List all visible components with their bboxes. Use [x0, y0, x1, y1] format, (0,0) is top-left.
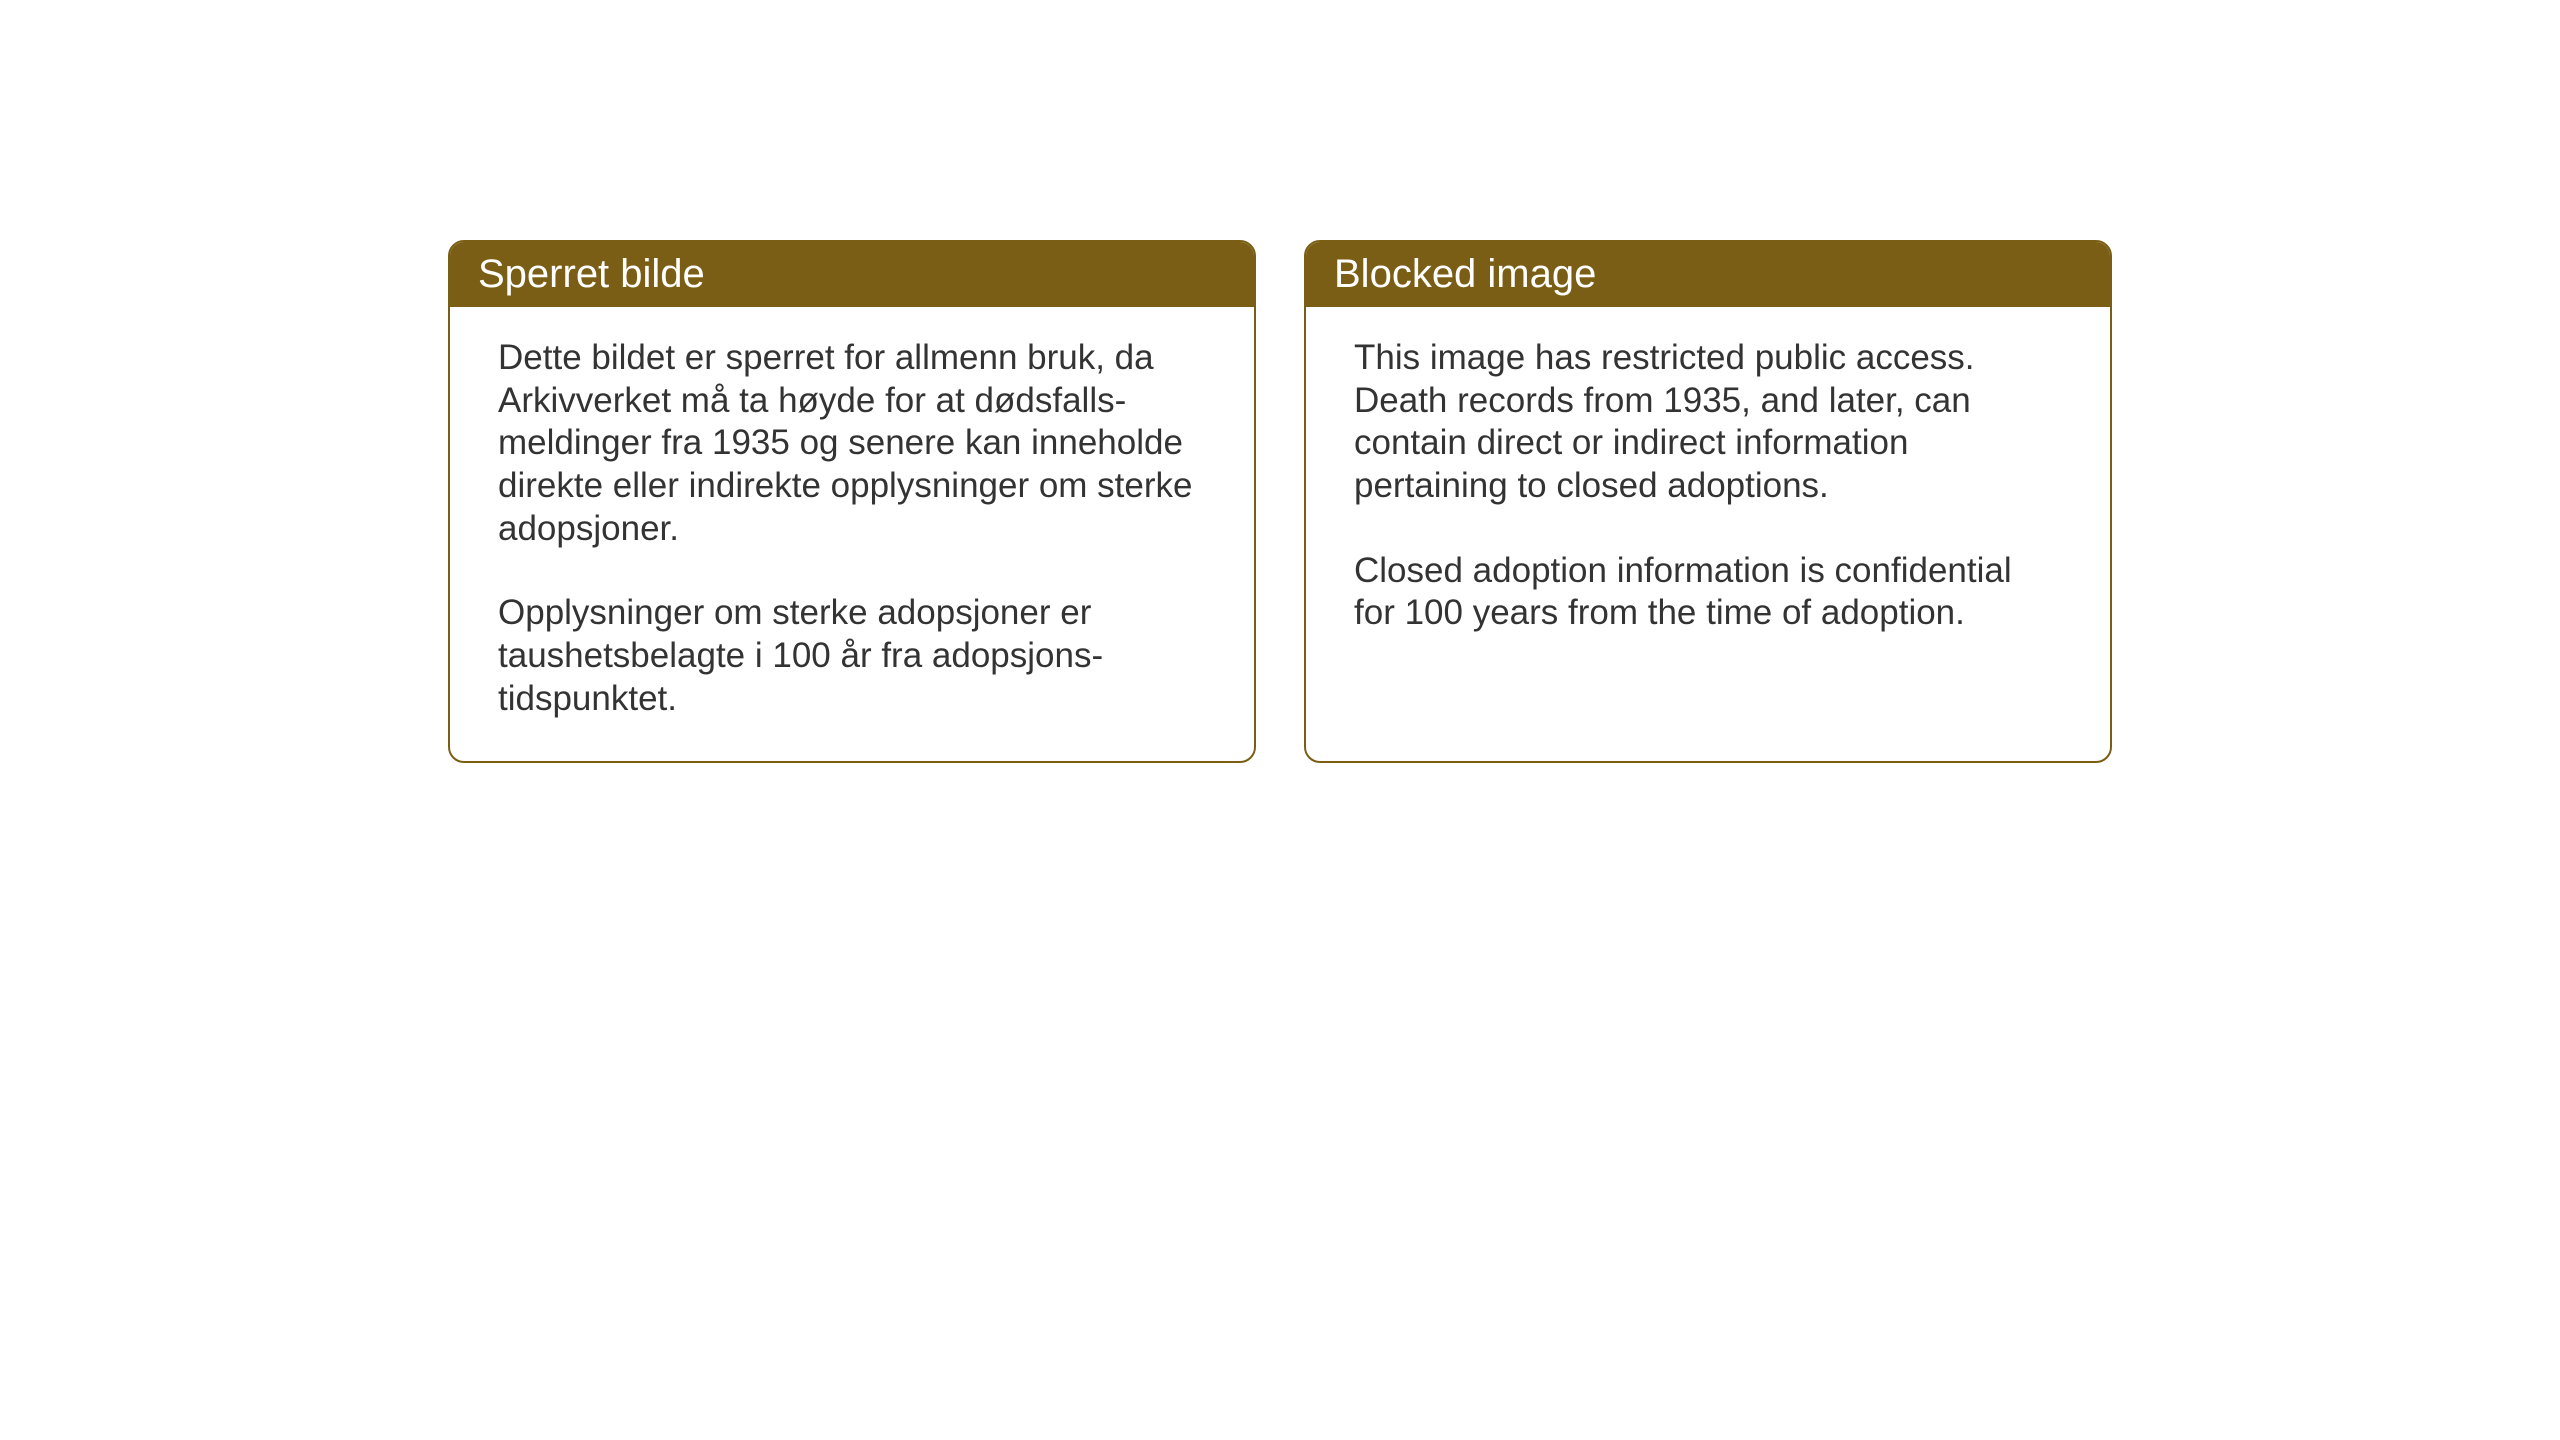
card-paragraph-norwegian-1: Dette bildet er sperret for allmenn bruk…: [498, 337, 1206, 550]
card-header-english: Blocked image: [1306, 242, 2110, 307]
card-title-norwegian: Sperret bilde: [478, 252, 705, 296]
notice-card-norwegian: Sperret bilde Dette bildet er sperret fo…: [448, 240, 1256, 763]
card-body-english: This image has restricted public access.…: [1306, 307, 2110, 755]
notice-card-english: Blocked image This image has restricted …: [1304, 240, 2112, 763]
notice-container: Sperret bilde Dette bildet er sperret fo…: [0, 0, 2560, 763]
card-title-english: Blocked image: [1334, 252, 1596, 296]
card-header-norwegian: Sperret bilde: [450, 242, 1254, 307]
card-body-norwegian: Dette bildet er sperret for allmenn bruk…: [450, 307, 1254, 761]
card-paragraph-english-2: Closed adoption information is confident…: [1354, 550, 2062, 635]
card-paragraph-english-1: This image has restricted public access.…: [1354, 337, 2062, 508]
card-paragraph-norwegian-2: Opplysninger om sterke adopsjoner er tau…: [498, 592, 1206, 720]
